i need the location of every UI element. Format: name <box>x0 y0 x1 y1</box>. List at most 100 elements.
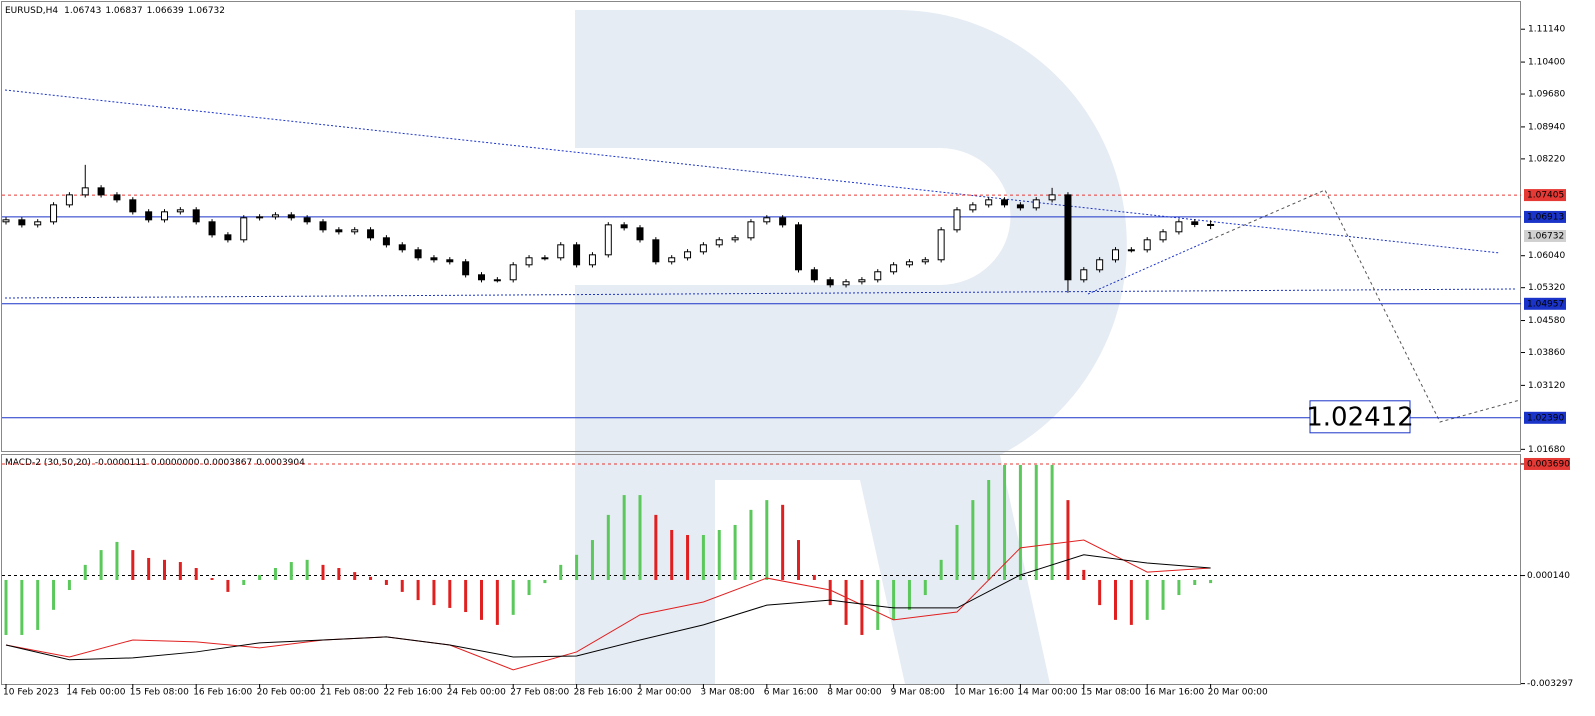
histogram-bar <box>369 576 373 580</box>
candle-body <box>604 224 612 256</box>
histogram-bar <box>606 514 610 580</box>
histogram-bar <box>432 579 436 606</box>
indicator-line <box>5 554 1211 661</box>
histogram-bar <box>638 495 642 580</box>
ohlc-high: 1.06837 <box>105 6 142 16</box>
watermark <box>440 10 1127 684</box>
x-tick-label: 28 Feb 16:00 <box>574 688 633 698</box>
candle-body <box>287 214 295 219</box>
histogram-bar <box>511 579 515 615</box>
candle-body <box>493 279 501 282</box>
x-tick-label: 14 Mar 00:00 <box>1017 688 1077 698</box>
x-tick-label: 6 Mar 16:00 <box>764 688 819 698</box>
macd-title: MACD-2 (30,50,20) -0.0000111 0.0000000 0.00… <box>5 458 305 468</box>
macd-value: -0.0000111 <box>95 458 147 468</box>
histogram-bar <box>226 579 230 592</box>
histogram-bar <box>1161 579 1165 610</box>
candle-body <box>1064 194 1072 281</box>
candle-body <box>874 271 882 281</box>
forecast-path <box>1209 189 1521 423</box>
candle-body <box>224 234 232 241</box>
candle-body <box>129 199 137 213</box>
histogram-bar <box>36 579 40 630</box>
candle-body <box>2 219 10 223</box>
x-tick-label: 9 Mar 08:00 <box>891 688 946 698</box>
y-tick-label: 1.08940 <box>1528 122 1565 132</box>
y-tick-label: 1.08220 <box>1528 154 1565 164</box>
histogram-bar <box>1145 579 1149 620</box>
candle-body <box>50 204 58 223</box>
candle-body <box>1001 199 1009 206</box>
candle-body <box>65 194 73 206</box>
histogram-bar <box>20 579 24 635</box>
candle-body <box>271 214 279 218</box>
x-tick-label: 14 Feb 00:00 <box>66 688 125 698</box>
level-tag-label: 1.06913 <box>1527 212 1564 222</box>
x-tick-label: 10 Feb 2023 <box>3 688 59 698</box>
candle-body <box>573 244 581 266</box>
histogram-bar <box>559 564 563 580</box>
candle-body <box>1096 259 1104 271</box>
candle-body <box>1207 223 1215 226</box>
histogram-bar <box>1066 500 1070 580</box>
candle-body <box>1112 249 1119 261</box>
candle-body <box>208 221 216 236</box>
symbol-title: EURUSD,H4 1.06743 1.06837 1.06639 1.06732 <box>5 6 225 16</box>
histogram-bar <box>480 579 483 620</box>
histogram-bar <box>1018 464 1022 580</box>
candle-body <box>731 237 739 241</box>
histogram-bar <box>1050 464 1054 580</box>
target-box <box>1309 400 1411 434</box>
histogram-bar <box>1114 579 1117 620</box>
histogram-bar <box>749 509 753 580</box>
candle-body <box>367 229 375 239</box>
histogram-bar <box>590 540 594 580</box>
histogram-bar <box>83 564 87 580</box>
y-tick-label: 1.06040 <box>1528 251 1565 261</box>
histogram-bar <box>448 579 452 608</box>
candle-body <box>145 211 153 221</box>
histogram-bar <box>1209 579 1213 584</box>
macd-value: 0.0003867 <box>204 458 253 468</box>
histogram-bar <box>828 579 832 606</box>
candle-body <box>256 216 264 219</box>
level-tag-label: 1.02390 <box>1527 413 1564 423</box>
level-tag <box>1524 297 1566 310</box>
candle-body <box>810 269 818 281</box>
candle-body <box>446 259 454 263</box>
histogram-bar <box>543 579 547 584</box>
candle-body <box>890 264 898 273</box>
candle-body <box>335 229 343 233</box>
histogram-bar <box>654 514 658 580</box>
histogram-bar <box>876 579 880 630</box>
y-tick-label: 1.09680 <box>1528 90 1565 100</box>
candle-body <box>1016 204 1024 209</box>
candle-body <box>319 221 327 231</box>
histogram-bar <box>971 500 975 580</box>
candle-body <box>161 211 168 221</box>
histogram-bar <box>305 559 309 580</box>
candle-body <box>1127 249 1135 252</box>
candle-body <box>192 209 200 223</box>
candle-body <box>953 209 961 231</box>
histogram-bar <box>939 559 943 580</box>
histogram-bar <box>1129 579 1133 625</box>
histogram-bar <box>622 495 626 580</box>
candle-body <box>763 217 771 223</box>
candle-body <box>1175 221 1183 233</box>
x-tick-label: 15 Mar 08:00 <box>1081 688 1141 698</box>
target-label: 1.02412 <box>1306 402 1414 432</box>
x-tick-label: 10 Mar 16:00 <box>954 688 1014 698</box>
histogram-bar <box>575 554 579 580</box>
x-tick-label: 16 Feb 16:00 <box>193 688 252 698</box>
histogram-bar <box>717 529 721 580</box>
histogram-bar <box>52 579 56 610</box>
level-tag-label: 1.07405 <box>1527 191 1564 201</box>
x-tick-label: 15 Feb 08:00 <box>130 688 189 698</box>
ohlc-close: 1.06732 <box>188 6 225 16</box>
y-tick-label: 1.01680 <box>1528 445 1565 455</box>
candle-body <box>398 244 406 251</box>
candle-body <box>1032 199 1040 209</box>
histogram-bar <box>67 579 71 591</box>
histogram-bar <box>384 579 388 585</box>
